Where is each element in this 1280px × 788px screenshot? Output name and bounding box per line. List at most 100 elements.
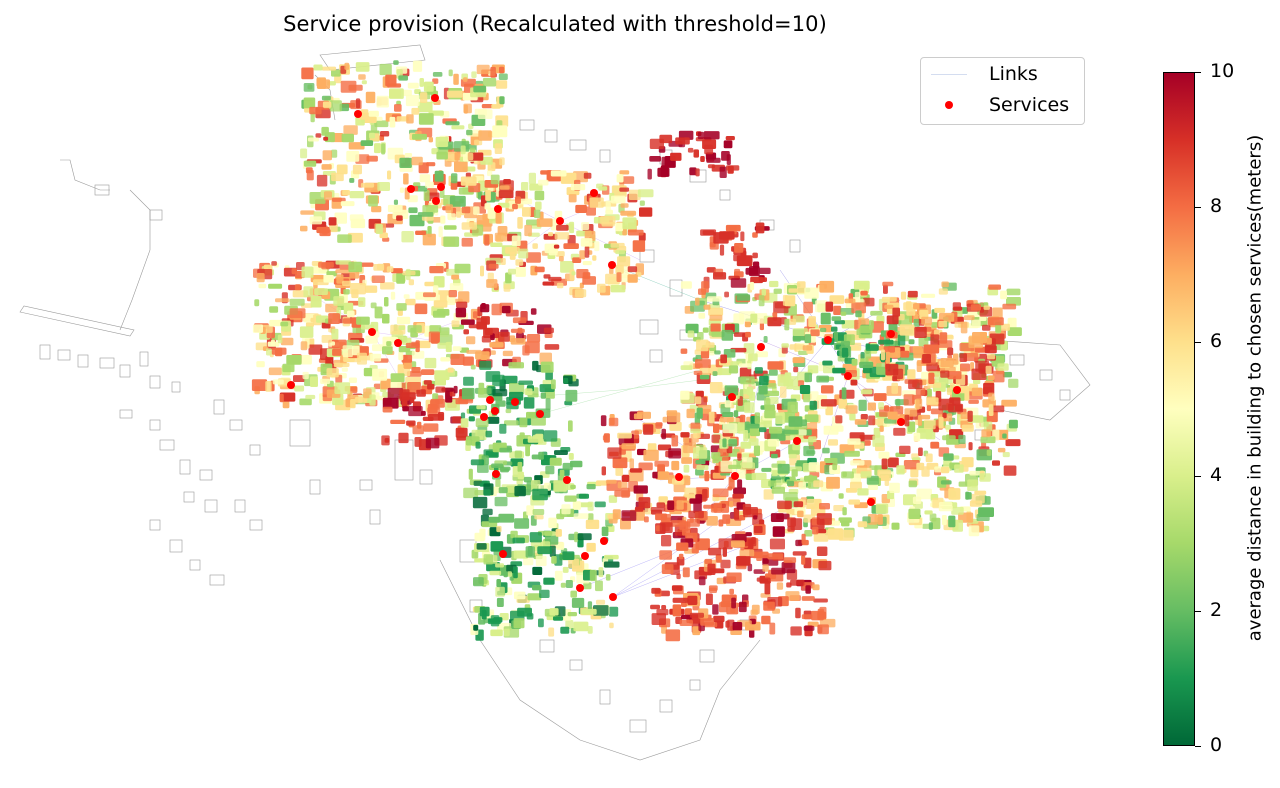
building-cell — [989, 333, 1005, 345]
building-cell — [854, 419, 867, 425]
building-cell — [839, 389, 855, 399]
building-cell — [761, 615, 771, 625]
building-cell — [886, 315, 899, 325]
building-cell — [644, 516, 649, 523]
building-cell — [496, 579, 501, 588]
building-cell — [581, 222, 590, 230]
building-cell — [904, 408, 918, 417]
service-point — [608, 261, 616, 269]
building-cell — [551, 379, 556, 390]
building-cell — [759, 441, 765, 453]
building-cell — [341, 133, 354, 143]
building-cell — [387, 204, 403, 213]
building-cell — [915, 388, 926, 396]
building-cell — [513, 566, 518, 579]
building-cell — [792, 357, 805, 364]
building-cell — [792, 335, 801, 342]
building-cell — [947, 371, 962, 380]
building-cell — [437, 342, 449, 349]
building-cell — [730, 540, 745, 548]
building-cell — [398, 351, 404, 361]
building-cell — [926, 397, 939, 405]
building-cell — [594, 501, 606, 508]
building-cell — [682, 567, 690, 578]
building-cell — [987, 375, 995, 380]
building-cell — [525, 546, 535, 558]
building-cell — [527, 436, 542, 443]
building-cell — [917, 415, 923, 426]
building-cell — [505, 272, 512, 284]
building-cell — [609, 622, 614, 629]
building-cell — [728, 439, 738, 447]
building-cell — [692, 626, 701, 636]
building-cell — [755, 351, 768, 358]
building-cell — [382, 313, 390, 324]
building-cell — [997, 447, 1006, 453]
building-cell — [691, 543, 699, 554]
building-cell — [842, 507, 847, 516]
building-cell — [928, 522, 933, 530]
building-cell — [727, 165, 734, 174]
building-cell — [710, 504, 718, 513]
building-cell — [492, 389, 508, 397]
building-cell — [515, 196, 521, 204]
building-cell — [608, 417, 619, 427]
building-cell — [349, 270, 360, 279]
building-cell — [549, 608, 559, 616]
building-cell — [490, 615, 500, 627]
building-cell — [792, 386, 801, 391]
building-cell — [515, 259, 524, 266]
building-cell — [603, 561, 620, 568]
building-cell — [804, 334, 812, 344]
building-cell — [517, 461, 523, 472]
building-cell — [370, 302, 377, 309]
building-cell — [494, 143, 503, 154]
building-cell — [275, 298, 290, 303]
building-cell — [289, 298, 305, 306]
building-cell — [325, 356, 331, 365]
building-cell — [555, 251, 565, 257]
building-cell — [790, 518, 803, 530]
building-cell — [438, 327, 450, 335]
building-cell — [608, 495, 618, 503]
building-cell — [374, 306, 383, 319]
building-cell — [473, 85, 487, 93]
building-cell — [553, 244, 560, 249]
building-cell — [667, 500, 675, 510]
building-cell — [620, 203, 629, 208]
building-cell — [585, 519, 600, 529]
building-cell — [883, 346, 895, 353]
building-cell — [726, 572, 742, 582]
building-cell — [509, 391, 524, 401]
building-cell — [568, 453, 574, 460]
building-cell — [819, 280, 835, 293]
building-cell — [767, 317, 782, 327]
building-cell — [478, 130, 492, 141]
building-cell — [352, 164, 362, 175]
building-cell — [428, 137, 433, 143]
building-cell — [615, 250, 625, 255]
building-cell — [334, 212, 347, 224]
building-cell — [777, 500, 792, 509]
building-cell — [581, 608, 597, 615]
building-cell — [720, 559, 731, 569]
building-cell — [791, 469, 798, 477]
building-cell — [536, 218, 553, 227]
building-cell — [433, 285, 439, 295]
building-cell — [679, 619, 693, 626]
building-cell — [899, 324, 915, 336]
building-cell — [499, 66, 505, 74]
building-cell — [678, 553, 684, 560]
building-cell — [540, 541, 551, 548]
building-cell — [384, 438, 390, 443]
building-cell — [683, 464, 690, 473]
building-cell — [636, 411, 651, 419]
building-cell — [990, 405, 1005, 413]
building-cell — [828, 439, 838, 446]
building-cell — [960, 363, 970, 372]
building-cell — [873, 427, 881, 438]
building-cell — [531, 480, 541, 491]
service-point — [536, 410, 544, 418]
building-cell — [418, 340, 431, 349]
building-cell — [299, 326, 314, 338]
